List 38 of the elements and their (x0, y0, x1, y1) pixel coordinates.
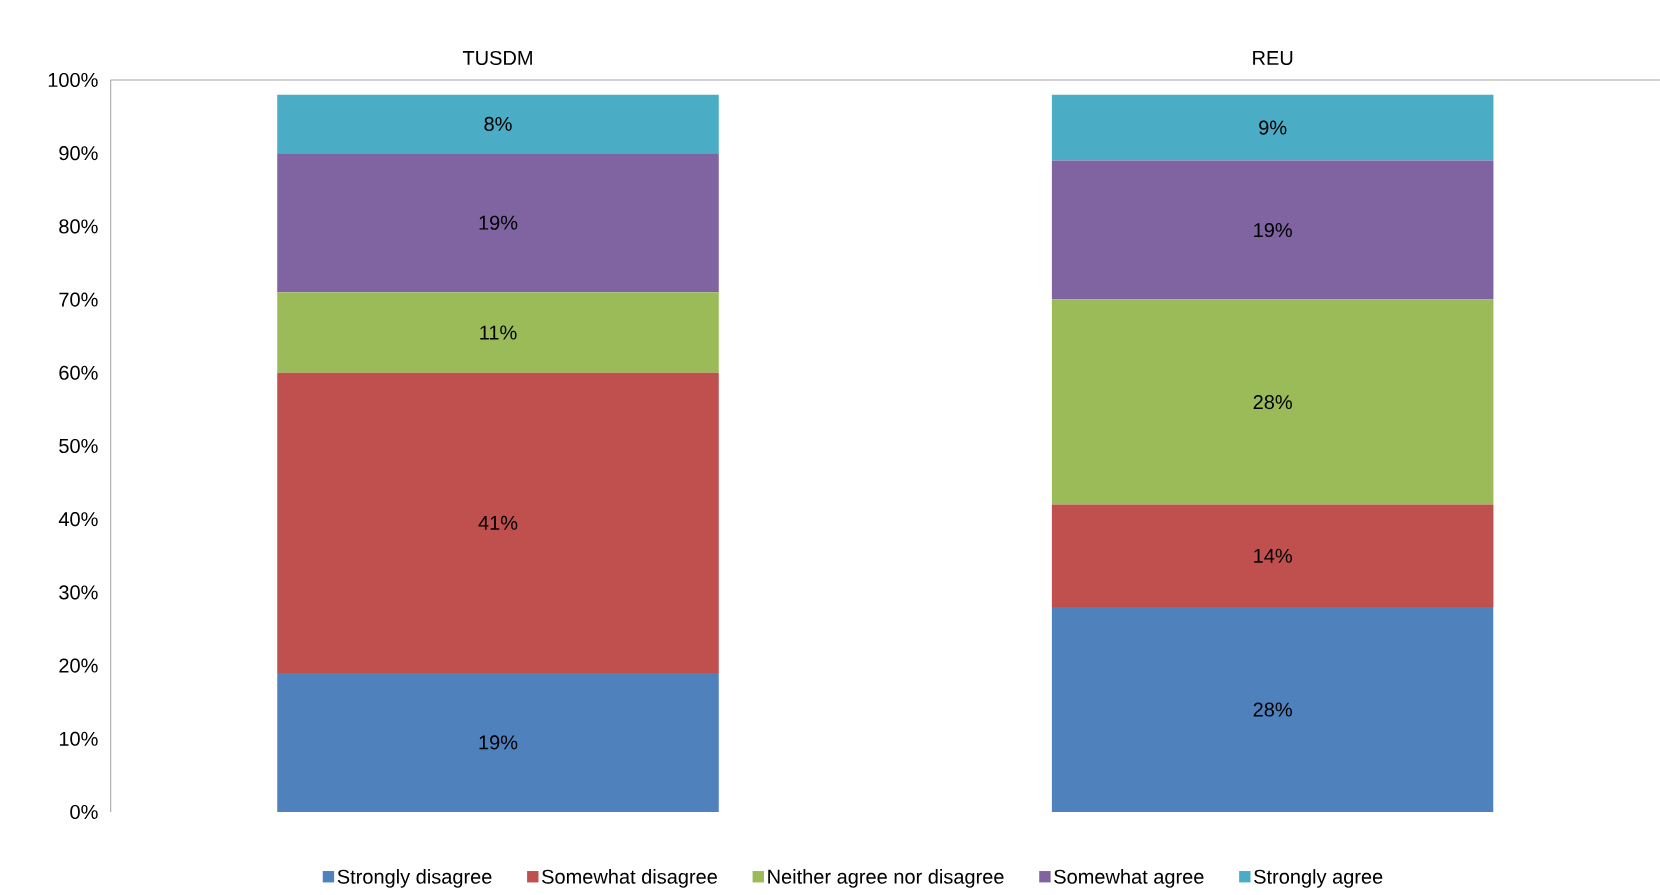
bar (1051, 299, 1494, 505)
bar (277, 673, 719, 813)
data-label: 8% (484, 116, 512, 132)
legend-label: Strongly disagree (337, 869, 492, 888)
bar (1051, 504, 1494, 608)
data-label: 28% (1253, 702, 1292, 717)
data-label: 11% (480, 325, 517, 340)
data-label: 19% (479, 735, 518, 750)
bar (277, 372, 719, 674)
y-tick-label: 10% (59, 731, 98, 747)
y-tick-label: 70% (59, 292, 98, 307)
bar (277, 292, 719, 373)
y-tick-label: 60% (59, 365, 98, 381)
y-tick-label: 20% (59, 658, 98, 673)
y-tick-label: 0% (70, 805, 98, 820)
data-label: 19% (1254, 223, 1292, 238)
y-tick-label: 100% (48, 73, 98, 88)
x-tick-label: TUSDM (462, 51, 532, 66)
data-label: 9% (1259, 120, 1287, 135)
y-tick-label: 30% (59, 585, 98, 600)
y-tick-label: 40% (58, 512, 98, 527)
y-tick-label: 50% (59, 439, 98, 454)
data-label: 19% (479, 215, 518, 230)
data-label: 14% (1254, 548, 1292, 563)
legend-label: Somewhat agree (1054, 869, 1204, 888)
bar (1051, 607, 1494, 813)
y-tick-label: 90% (59, 146, 98, 161)
bar (1051, 160, 1494, 300)
data-label: 28% (1253, 395, 1292, 410)
legend-label: Somewhat disagree (542, 869, 717, 888)
legend-label: Neither agree nor disagree (768, 869, 1004, 888)
data-label: 41% (478, 516, 518, 531)
x-tick-label: REU (1253, 51, 1293, 66)
y-tick-label: 80% (59, 219, 98, 234)
legend-label: Strongly agree (1254, 869, 1383, 888)
bar (277, 153, 719, 293)
bar (277, 94, 719, 154)
bar (1051, 94, 1494, 161)
